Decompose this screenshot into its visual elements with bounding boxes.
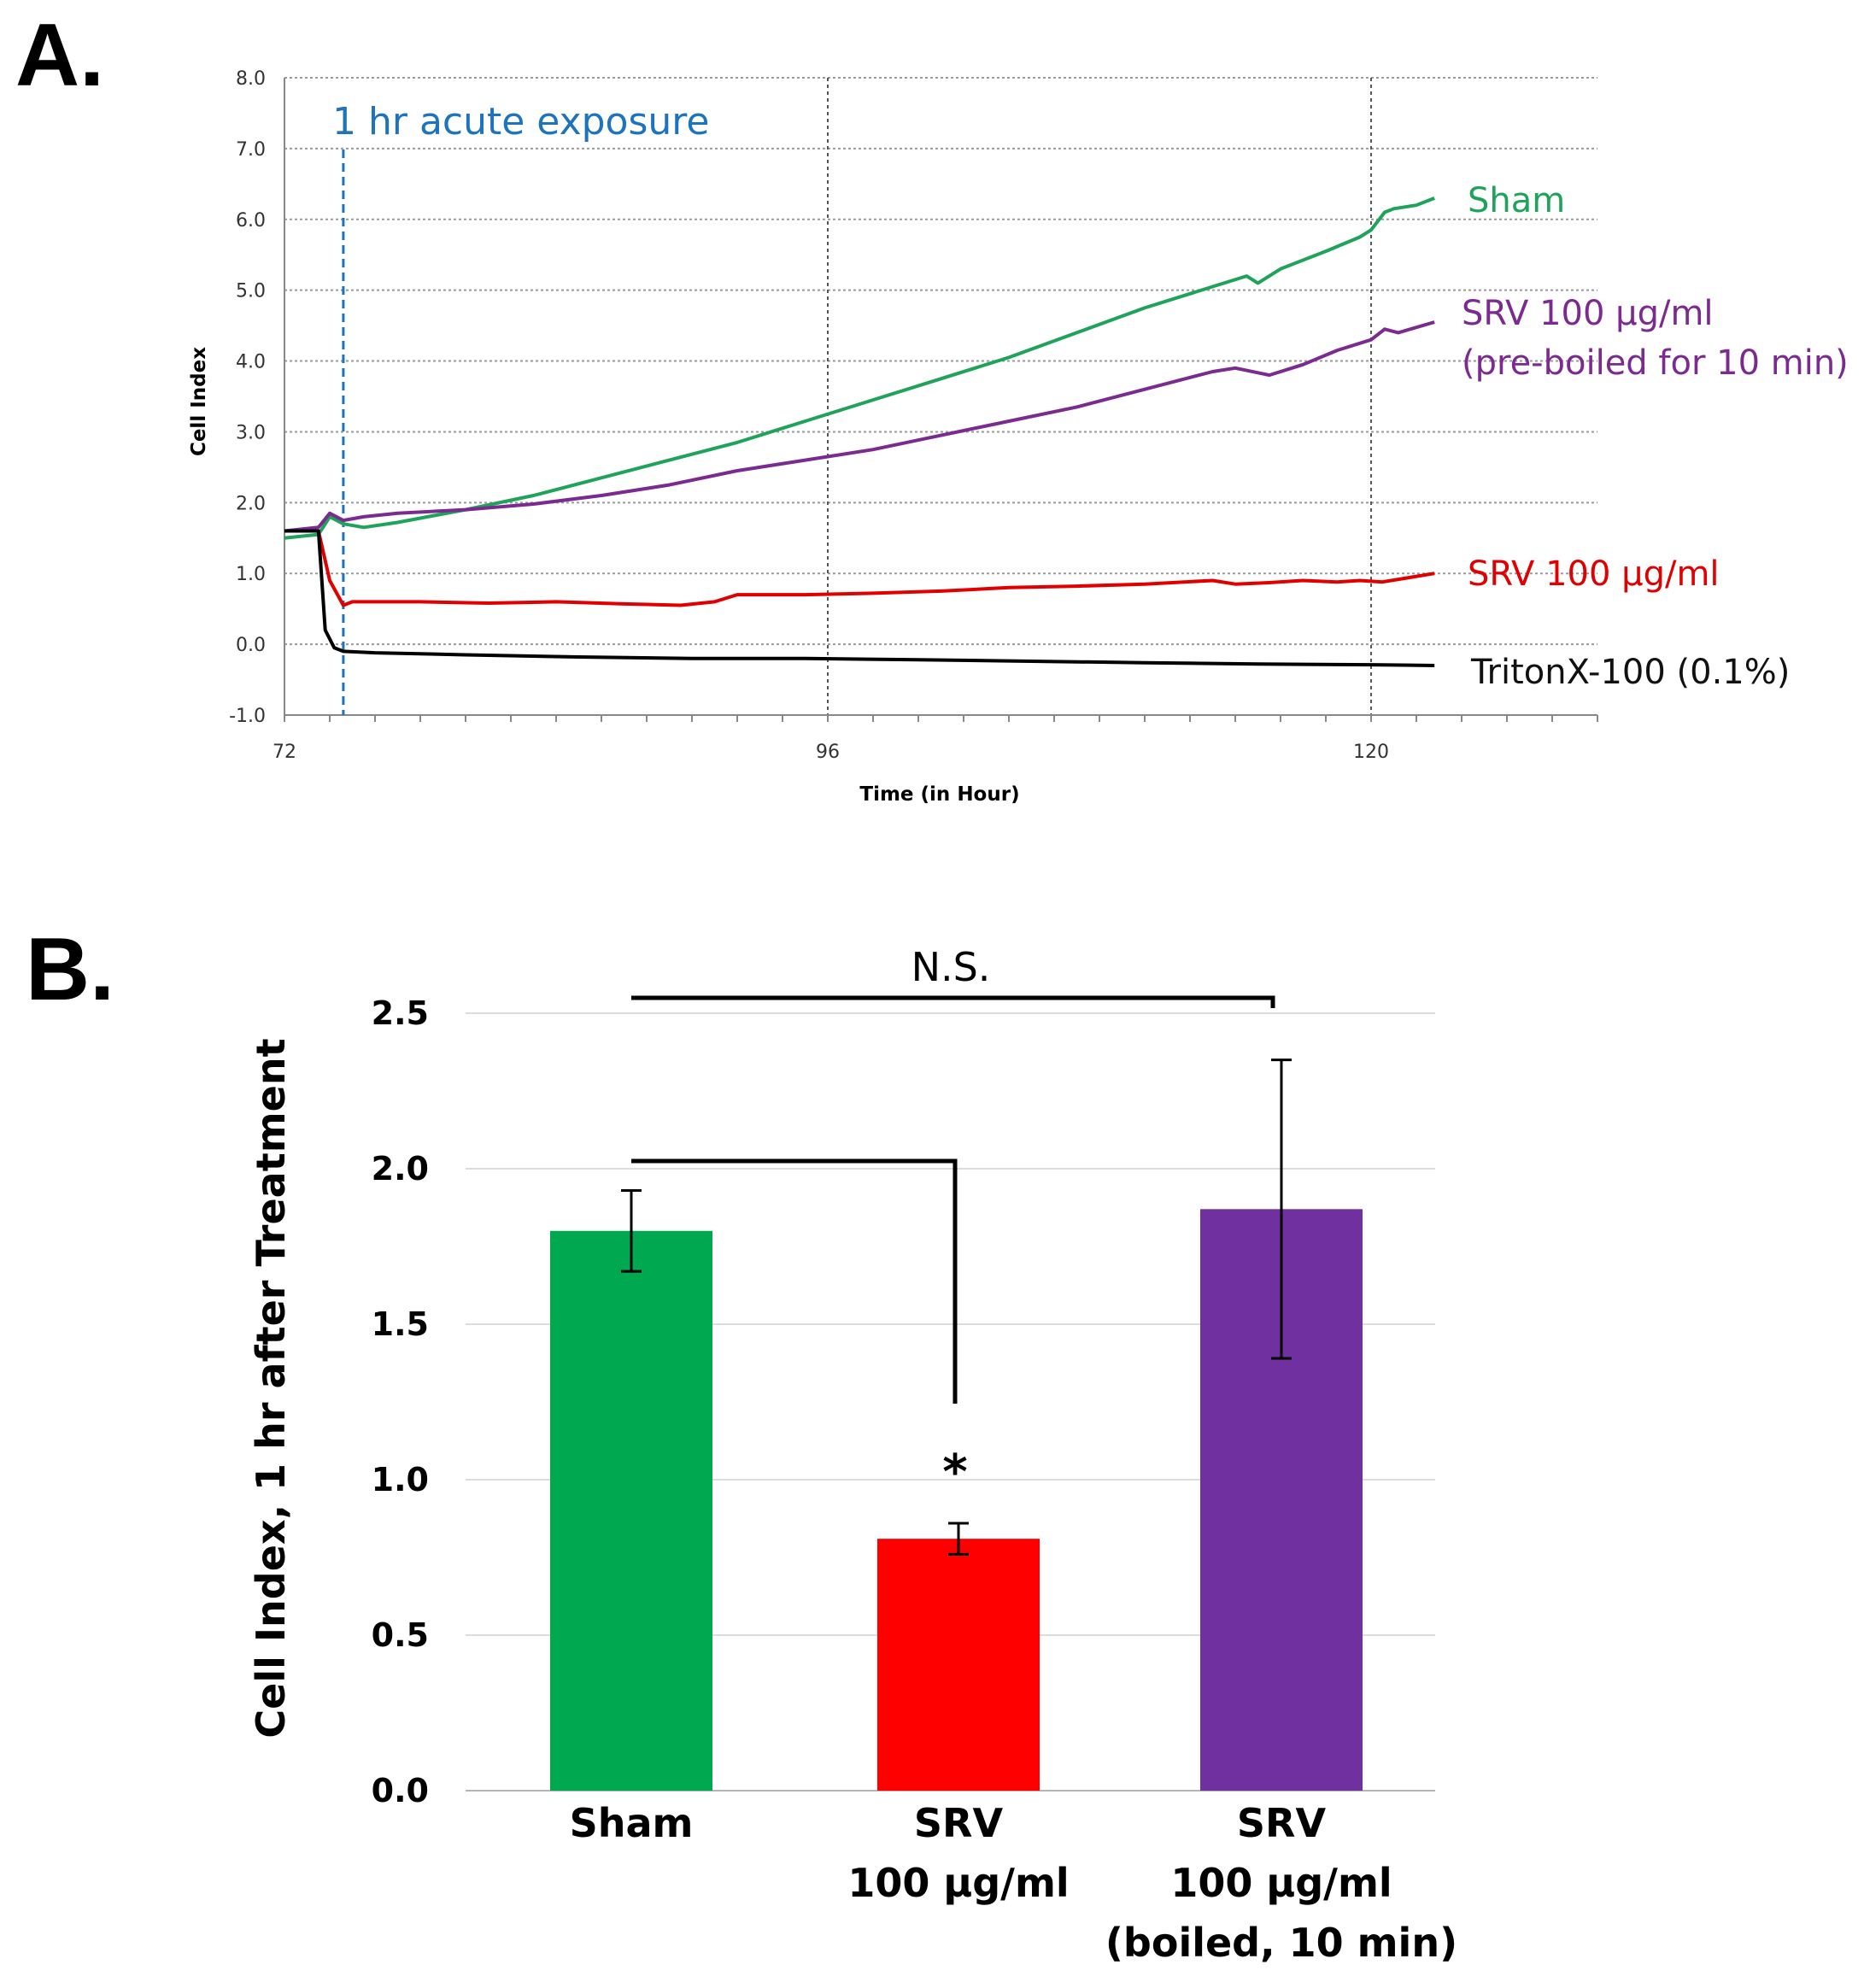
significance-star: *	[942, 1445, 967, 1500]
category-label: Sham	[570, 1800, 694, 1846]
legend-label: Sham	[1468, 181, 1565, 220]
y-tick-label: -1.0	[229, 706, 266, 727]
legend-label: SRV 100 µg/ml (pre-boiled for 10 min)	[1462, 294, 1849, 383]
bar	[550, 1230, 712, 1791]
exposure-annotation: 1 hr acute exposure	[332, 100, 709, 144]
category-labels: Sham SRV 100 µg/ml SRV 100 µg/ml (boiled, 10 …	[570, 1800, 1458, 1966]
bar	[877, 1539, 1040, 1791]
y-tick-label: 2.5	[372, 994, 429, 1032]
x-axis-title: Time (in Hour)	[859, 783, 1019, 806]
y-tick-labels: 8.0 7.0 6.0 5.0 4.0 3.0 2.0 1.0 0.0 -1.0	[229, 68, 266, 727]
legend-label: SRV 100 µg/ml	[1468, 554, 1720, 594]
panel-b-label: B.	[26, 920, 114, 1019]
y-tick-labels: 2.5 2.0 1.5 1.0 0.5 0.0	[372, 994, 429, 1809]
y-tick-label: 1.0	[236, 564, 266, 585]
significance-brackets	[631, 995, 1275, 1404]
line-chart: 8.0 7.0 6.0 5.0 4.0 3.0 2.0 1.0 0.0 -1.0…	[188, 68, 1849, 806]
x-tick-label: 72	[273, 742, 296, 763]
x-tick-label: 96	[816, 742, 840, 763]
category-label: SRV 100 µg/ml (boiled, 10 min)	[1105, 1800, 1457, 1966]
y-tick-label: 1.0	[372, 1461, 429, 1498]
y-tick-label: 5.0	[236, 281, 266, 302]
y-tick-label: 0.5	[372, 1616, 429, 1654]
x-tick-label: 120	[1353, 742, 1389, 763]
significance-bracket	[631, 1158, 958, 1404]
y-tick-label: 4.0	[236, 352, 266, 373]
panel-a-label: A.	[15, 6, 104, 105]
y-axis-title: Cell Index, 1 hr after Treatment	[248, 1038, 294, 1738]
axes	[284, 78, 1598, 722]
error-bars	[621, 1059, 1292, 1556]
x-tick-labels: 72 96 120	[273, 742, 1389, 763]
y-tick-label: 3.0	[236, 422, 266, 443]
y-tick-label: 0.0	[236, 635, 266, 656]
category-label: SRV 100 µg/ml	[847, 1800, 1069, 1906]
y-tick-label: 2.0	[236, 493, 266, 514]
series-line	[284, 196, 1435, 540]
series-lines	[284, 196, 1435, 667]
legend: Sham SRV 100 µg/ml (pre-boiled for 10 min)…	[1462, 181, 1849, 692]
ns-bracket	[631, 995, 1275, 1008]
series-line	[284, 529, 1435, 667]
y-tick-label: 1.5	[372, 1305, 429, 1343]
y-tick-label: 0.0	[372, 1772, 429, 1809]
series-line	[284, 320, 1435, 533]
y-axis-title: Cell Index	[188, 347, 210, 456]
bar-chart: 2.5 2.0 1.5 1.0 0.5 0.0 Cell Index, 1 hr…	[248, 944, 1457, 1966]
ns-label: N.S.	[911, 944, 991, 990]
y-tick-label: 6.0	[236, 210, 266, 232]
y-tick-label: 8.0	[236, 68, 266, 90]
y-tick-label: 2.0	[372, 1150, 429, 1188]
series-line	[284, 529, 1435, 607]
grid-lines	[284, 77, 1597, 715]
y-tick-label: 7.0	[236, 139, 266, 161]
legend-label: TritonX-100 (0.1%)	[1470, 653, 1790, 692]
